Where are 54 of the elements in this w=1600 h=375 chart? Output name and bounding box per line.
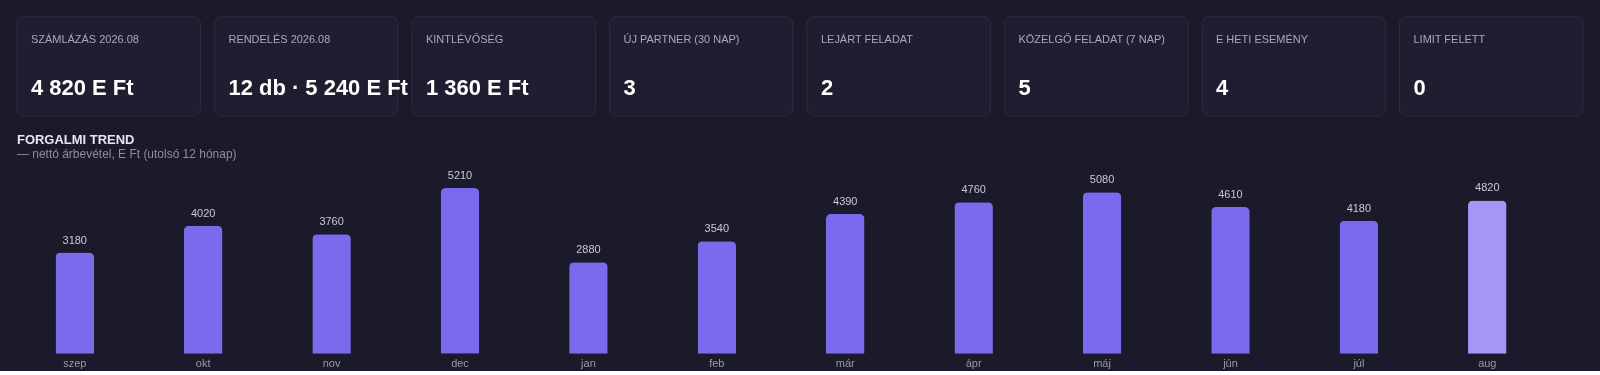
- data-label: 5080: [1089, 173, 1115, 186]
- bar: [697, 241, 737, 354]
- category-label: KINTLÉVŐSÉG: [425, 32, 504, 46]
- text: 2: [820, 75, 834, 101]
- bar: [1082, 192, 1122, 354]
- x-tick-label: már: [835, 357, 856, 370]
- x-tick-label: okt: [195, 357, 211, 370]
- text: 0: [1413, 75, 1426, 101]
- x-tick-label: dec: [451, 357, 470, 370]
- data-label: 4760: [961, 183, 986, 196]
- bar: [825, 214, 865, 354]
- chart-title: FORGALMI TREND: [16, 132, 135, 148]
- x-tick-label: nov: [322, 357, 341, 370]
- text: 5: [1018, 75, 1031, 101]
- bar: [954, 202, 993, 354]
- x-tick-label: feb: [709, 357, 725, 370]
- text: 3: [623, 75, 636, 101]
- data-label: 4180: [1346, 201, 1372, 214]
- data-label: 4020: [190, 206, 216, 219]
- data-label: 3760: [319, 215, 344, 228]
- bar: [569, 262, 608, 354]
- data-label: 3540: [704, 222, 730, 235]
- bar: [55, 252, 95, 354]
- x-tick-label: júl: [1352, 357, 1365, 370]
- x-tick-label: aug: [1478, 357, 1497, 370]
- bar: [1211, 207, 1250, 354]
- bar: [312, 234, 351, 354]
- category-label: ÚJ PARTNER (30 NAP): [623, 33, 740, 46]
- category-label: LIMIT FELETT: [1413, 33, 1486, 46]
- category-label: E HETI ESEMÉNY: [1215, 33, 1309, 46]
- x-tick-label: szep: [63, 357, 87, 370]
- x-tick-label: máj: [1093, 357, 1111, 370]
- category-label: RENDELÉS 2026.08: [228, 33, 331, 46]
- x-tick-label: jún: [1222, 357, 1238, 370]
- text: 12 db · 5 240 E Ft: [228, 75, 409, 101]
- x-tick-label: jan: [580, 357, 596, 370]
- bar: [1468, 200, 1507, 354]
- bar: [440, 188, 480, 354]
- data-label: 4820: [1475, 181, 1500, 194]
- text: 4: [1215, 75, 1229, 101]
- text: 1 360 E Ft: [425, 75, 530, 101]
- data-label: 3180: [62, 233, 87, 246]
- bar: [183, 225, 223, 354]
- category-label: LEJÁRT FELADAT: [820, 33, 914, 46]
- data-label: 4610: [1218, 188, 1243, 201]
- data-label: 2880: [576, 243, 601, 256]
- category-label: KÖZELGŐ FELADAT (7 NAP): [1018, 32, 1165, 46]
- category-label: SZÁMLÁZÁS 2026.08: [30, 33, 139, 46]
- data-label: 4390: [833, 195, 858, 208]
- x-tick-label: ápr: [965, 357, 982, 370]
- text: 4 820 E Ft: [30, 75, 135, 101]
- data-label: 5210: [447, 169, 473, 182]
- bar: [1339, 220, 1379, 354]
- chart-subtitle: — nettó árbevétel, E Ft (utolsó 12 hónap): [16, 147, 237, 162]
